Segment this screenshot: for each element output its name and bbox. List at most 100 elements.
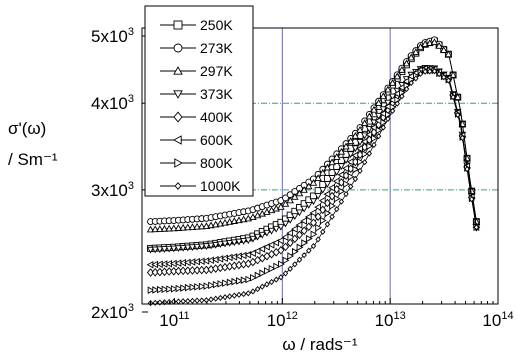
data-point-600K	[281, 233, 289, 241]
data-point-373K	[295, 209, 304, 217]
data-point-297K	[444, 50, 453, 58]
data-point-373K	[286, 216, 294, 224]
x-tick-label-mantissa-2: 10	[375, 311, 394, 330]
data-point-297K	[337, 147, 346, 155]
data-point-297K	[156, 225, 164, 232]
data-point-600K	[356, 144, 363, 153]
x-tick-label-exponent-0: 11	[178, 310, 189, 322]
data-point-800K	[319, 216, 327, 225]
data-point-1000K	[268, 278, 275, 286]
data-point-373K	[388, 93, 397, 101]
data-point-600K	[365, 130, 373, 139]
data-point-1000K	[152, 299, 158, 306]
data-point-1000K	[357, 167, 363, 174]
data-point-1000K	[185, 297, 191, 305]
data-point-1000K	[264, 281, 270, 288]
data-point-373K	[323, 181, 332, 188]
data-point-800K	[305, 234, 313, 243]
data-point-800K	[361, 150, 369, 158]
data-point-297K	[188, 223, 197, 230]
data-point-1000K	[278, 274, 284, 281]
data-point-800K	[347, 172, 355, 181]
data-point-400K	[305, 222, 313, 232]
y-tick-label-mantissa-0: 2x10	[91, 303, 128, 322]
data-point-297K	[314, 174, 322, 182]
data-point-600K	[337, 171, 345, 179]
data-point-1000K	[226, 293, 233, 300]
data-point-297K	[146, 225, 155, 233]
data-point-373K	[184, 244, 192, 252]
data-point-1000K	[343, 190, 349, 198]
data-point-600K	[290, 225, 298, 233]
data-point-373K	[193, 243, 201, 251]
data-point-600K	[314, 203, 321, 211]
data-point-373K	[230, 239, 239, 247]
data-point-800K	[212, 280, 220, 289]
data-point-373K	[160, 246, 169, 253]
data-point-800K	[217, 280, 225, 288]
data-point-297K	[295, 189, 304, 197]
data-point-800K	[184, 283, 192, 292]
data-point-373K	[202, 243, 211, 250]
data-point-600K	[328, 183, 335, 192]
data-point-800K	[371, 134, 378, 143]
data-point-1000K	[296, 256, 303, 263]
data-point-1000K	[473, 224, 480, 231]
data-point-1000K	[385, 115, 391, 122]
data-point-373K	[249, 235, 257, 243]
data-point-600K	[323, 190, 331, 198]
data-point-297K	[328, 158, 336, 166]
data-point-1000K	[334, 206, 340, 213]
data-point-373K	[146, 246, 155, 254]
data-point-1000K	[194, 297, 200, 304]
data-point-600K	[351, 151, 359, 160]
data-point-373K	[235, 238, 243, 246]
data-point-800K	[310, 230, 318, 238]
data-point-297K	[430, 38, 439, 46]
data-point-800K	[170, 285, 178, 293]
data-point-1000K	[469, 196, 475, 203]
x-tick-label-1: 1012	[267, 310, 298, 330]
data-point-1000K	[245, 290, 251, 297]
y-axis-title-line1: σ'(ω)	[8, 119, 46, 138]
data-point-1000K	[422, 68, 428, 75]
data-point-297K	[453, 93, 462, 101]
data-point-297K	[286, 196, 294, 204]
data-point-800K	[375, 126, 383, 135]
data-point-1000K	[180, 298, 186, 305]
data-point-1000K	[361, 159, 368, 166]
data-point-1000K	[417, 70, 424, 77]
data-point-1000K	[273, 276, 279, 283]
data-point-1000K	[287, 265, 293, 272]
data-point-1000K	[324, 221, 331, 228]
legend-label-373K: 373K	[200, 86, 233, 102]
gridlines	[250, 28, 498, 304]
data-point-373K	[151, 246, 159, 254]
data-point-1000K	[310, 242, 317, 250]
data-point-1000K	[259, 283, 265, 290]
data-series-layer	[146, 36, 481, 307]
data-point-800K	[366, 142, 374, 150]
data-point-600K	[258, 245, 266, 253]
legend-box	[144, 5, 254, 197]
plot-frame	[141, 27, 499, 305]
y-tick-label-1: 3x103	[91, 180, 134, 200]
data-point-1000K	[203, 297, 210, 304]
data-point-373K	[267, 227, 276, 235]
data-point-800K	[291, 247, 299, 256]
data-point-800K	[296, 243, 304, 252]
data-point-373K	[314, 192, 322, 200]
data-point-1000K	[389, 107, 396, 115]
data-point-1000K	[445, 77, 452, 84]
data-point-800K	[236, 277, 243, 285]
y-tick-label-mantissa-1: 3x10	[91, 181, 128, 200]
data-point-1000K	[306, 247, 312, 254]
data-point-400K	[309, 218, 318, 228]
y-tick-label-exponent-3: 3	[128, 26, 134, 38]
data-point-600K	[262, 243, 270, 251]
data-point-297K	[170, 224, 178, 232]
data-point-800K	[147, 286, 155, 294]
data-point-800K	[180, 284, 188, 292]
data-point-1000K	[338, 198, 345, 205]
legend-label-250K: 250K	[200, 17, 233, 33]
